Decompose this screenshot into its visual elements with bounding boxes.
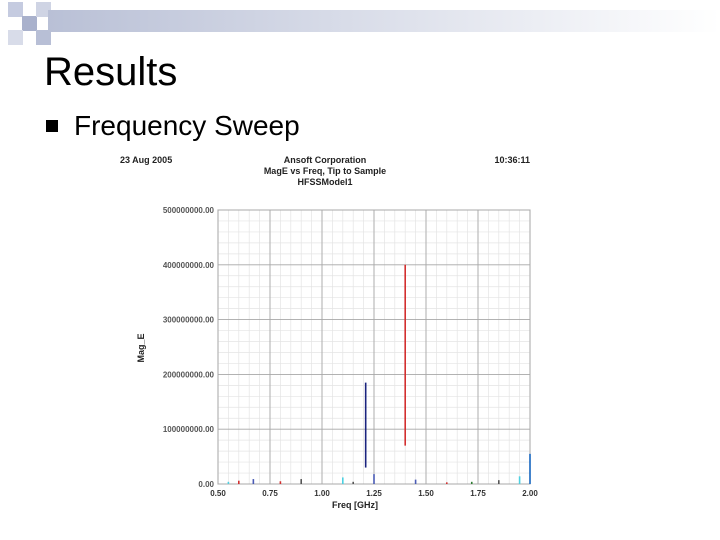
y-tick-label: 0.00	[198, 480, 214, 489]
bullet-text: Frequency Sweep	[74, 110, 300, 141]
x-axis-label: Freq [GHz]	[332, 500, 378, 510]
chart-container: 23 Aug 2005 Ansoft Corporation MagE vs F…	[110, 150, 560, 525]
chart-subtitle: HFSSModel1	[297, 177, 352, 187]
x-tick-label: 1.50	[418, 489, 434, 498]
x-tick-label: 1.75	[470, 489, 486, 498]
y-tick-label: 100000000.00	[163, 425, 215, 434]
x-tick-label: 2.00	[522, 489, 538, 498]
mag-e-chart: 23 Aug 2005 Ansoft Corporation MagE vs F…	[120, 155, 539, 510]
y-tick-label: 300000000.00	[163, 316, 215, 325]
corner-square-1	[8, 2, 23, 17]
corner-square-2	[22, 16, 37, 31]
grid-layer	[217, 209, 531, 485]
x-tick-label: 1.25	[366, 489, 382, 498]
slide-title: Results	[44, 50, 178, 94]
chart-title: MagE vs Freq, Tip to Sample	[264, 166, 386, 176]
header-band	[48, 10, 720, 32]
corner-square-4	[8, 30, 23, 45]
chart-time: 10:36:11	[494, 155, 530, 165]
corner-square-3	[36, 2, 51, 17]
y-tick-label: 500000000.00	[163, 206, 215, 215]
chart-date: 23 Aug 2005	[120, 155, 172, 165]
chart-company: Ansoft Corporation	[284, 155, 367, 165]
bullet-square-icon	[46, 120, 58, 132]
tick-layer: 0.50 0.75 1.00 1.25 1.50 1.75 2.00 0.00 10000000…	[163, 206, 539, 498]
bullet-item: Frequency Sweep	[46, 110, 300, 142]
y-tick-label: 400000000.00	[163, 261, 215, 270]
x-tick-label: 0.50	[210, 489, 226, 498]
y-axis-label: Mag_E	[136, 333, 146, 362]
x-tick-label: 1.00	[314, 489, 330, 498]
y-tick-label: 200000000.00	[163, 370, 215, 379]
x-tick-label: 0.75	[262, 489, 278, 498]
series-layer	[227, 264, 531, 484]
corner-square-5	[36, 30, 51, 45]
